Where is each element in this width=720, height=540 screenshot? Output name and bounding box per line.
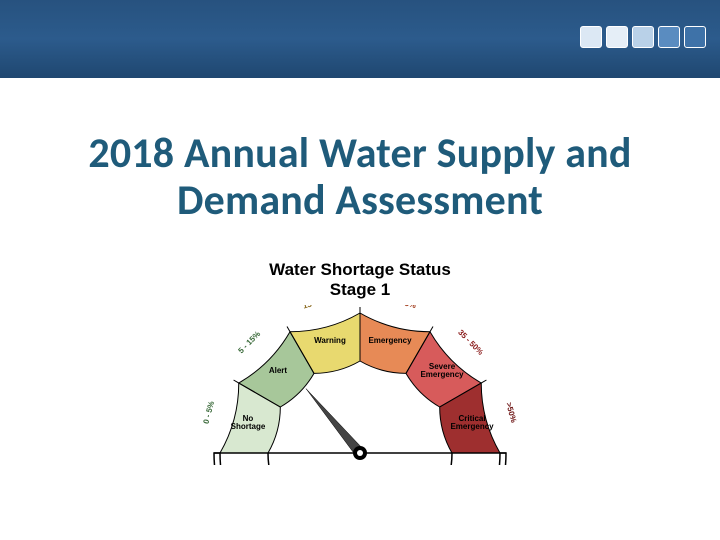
slide-title: 2018 Annual Water Supply and Demand Asse…	[0, 130, 720, 224]
gauge-range-1: 5 - 15%	[236, 329, 262, 355]
gauge-range-3: 25 - 35%	[384, 305, 417, 310]
gauge-container: Water Shortage Status Stage 1 0 - 5% 5 - …	[190, 260, 530, 465]
gauge-range-5: >50%	[504, 401, 518, 423]
header-band	[0, 0, 720, 78]
gauge-needle	[306, 388, 364, 456]
gauge-svg: 0 - 5% 5 - 15% 15 - 25 % 25 - 35% 35 - 50% >5…	[195, 305, 525, 465]
gauge-label-1: Alert	[269, 366, 288, 375]
gauge-range-4: 35 - 50%	[456, 328, 485, 357]
deco-square-3	[632, 26, 654, 48]
deco-square-1	[580, 26, 602, 48]
gauge-heading-line1: Water Shortage Status	[269, 260, 451, 279]
gauge-range-0: 0 - 5%	[201, 400, 216, 425]
deco-square-5	[684, 26, 706, 48]
title-line1: 2018 Annual Water Supply and	[88, 128, 631, 179]
deco-square-2	[606, 26, 628, 48]
gauge-label-3: Emergency	[368, 336, 412, 345]
gauge-heading: Water Shortage Status Stage 1	[190, 260, 530, 301]
deco-square-4	[658, 26, 680, 48]
gauge-label-2: Warning	[314, 336, 346, 345]
gauge-range-2: 15 - 25 %	[302, 305, 337, 311]
title-line2: Demand Assessment	[177, 175, 543, 226]
decorative-squares	[580, 26, 706, 48]
gauge-heading-line2: Stage 1	[330, 280, 390, 299]
